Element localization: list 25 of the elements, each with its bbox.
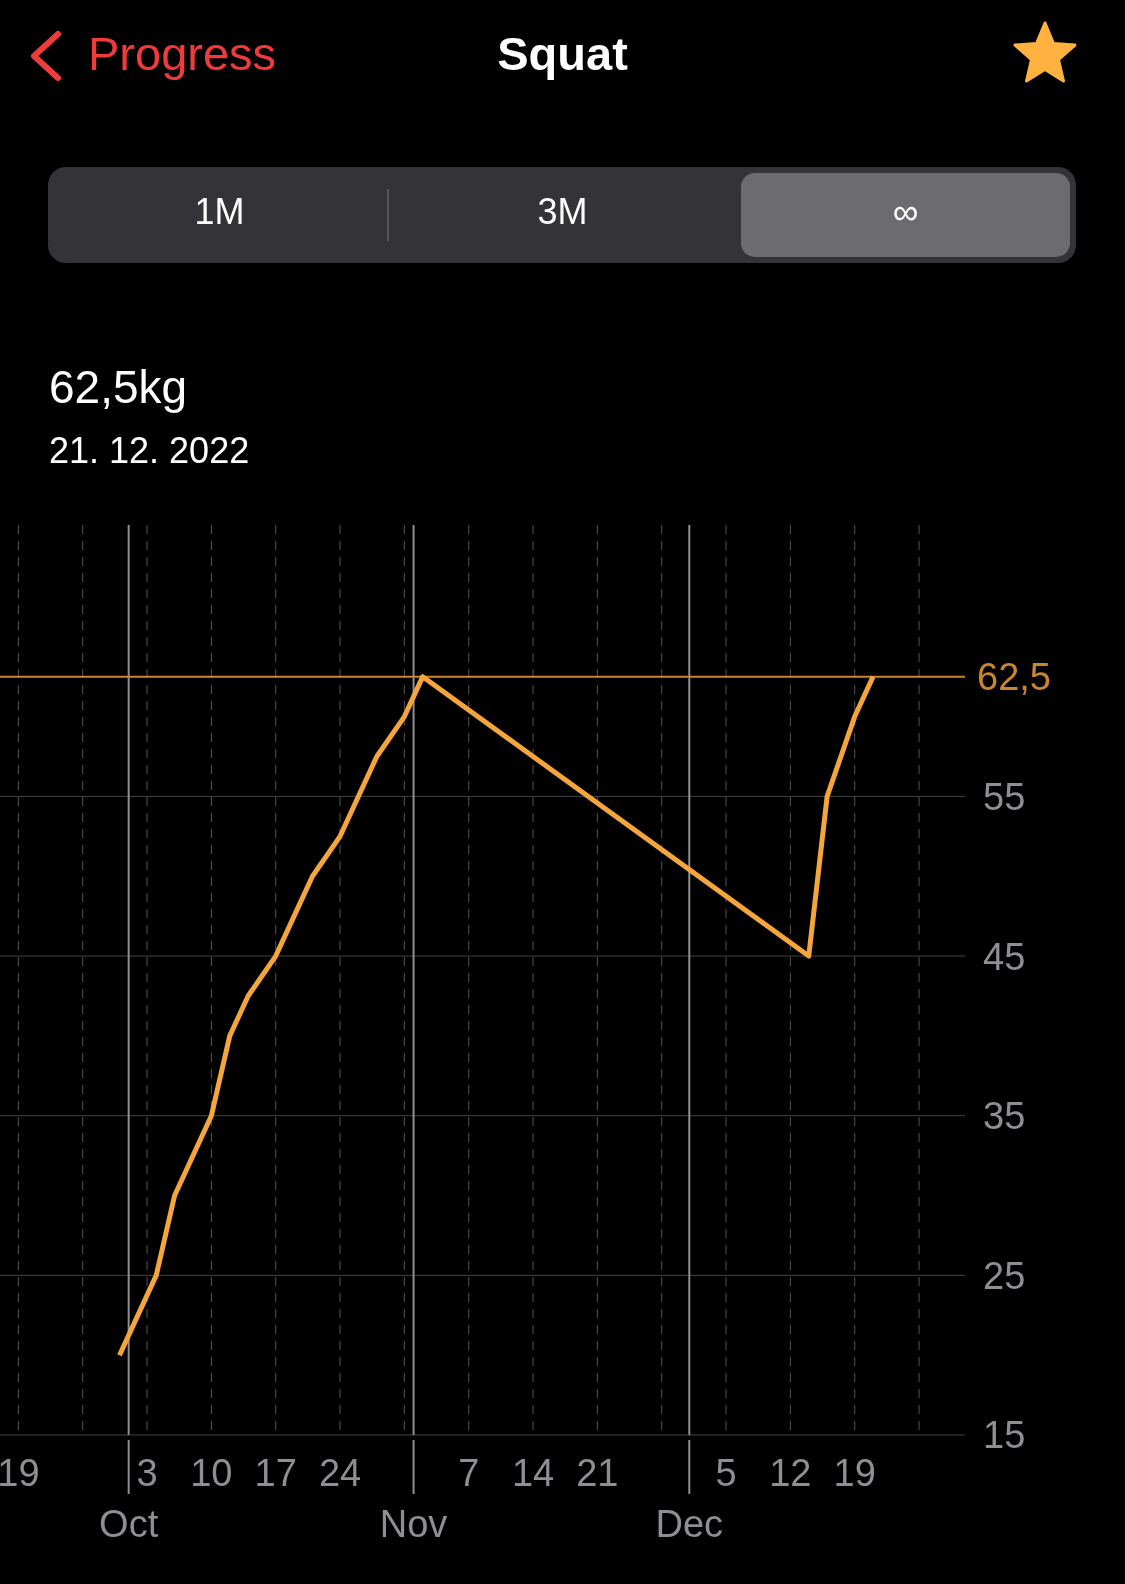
text: 62,5kg bbox=[49, 360, 188, 414]
x2-tick-label: Dec bbox=[655, 1503, 724, 1546]
x-tick-label: 14 bbox=[511, 1451, 555, 1494]
x-tick-label: 24 bbox=[318, 1451, 362, 1494]
x-tick-label: 19 bbox=[0, 1451, 40, 1494]
x-tick-label: 21 bbox=[576, 1451, 619, 1494]
x2-tick-label: Nov bbox=[379, 1503, 448, 1546]
y-tick-label: 35 bbox=[983, 1095, 1026, 1138]
x2-tick-label: Oct bbox=[99, 1503, 159, 1546]
ref-line-label: 62,5 bbox=[977, 656, 1051, 699]
chart-title: Squat bbox=[497, 27, 628, 80]
x-tick-label: 12 bbox=[769, 1451, 812, 1494]
y-tick-label: 45 bbox=[983, 935, 1026, 978]
x-tick-label: 19 bbox=[833, 1451, 876, 1494]
x-tick-label: 17 bbox=[254, 1451, 297, 1494]
y-tick-label: 15 bbox=[983, 1414, 1026, 1457]
y-tick-label: 25 bbox=[983, 1254, 1026, 1297]
x-tick-label: 10 bbox=[190, 1451, 233, 1494]
x-tick-label: 3 bbox=[136, 1451, 158, 1494]
text: Progress bbox=[88, 26, 277, 81]
x-tick-label: 7 bbox=[458, 1451, 480, 1494]
text: 21. 12. 2022 bbox=[49, 430, 250, 472]
segmented-control: 1M 3M ∞ bbox=[48, 167, 1076, 263]
y-tick-label: 55 bbox=[983, 775, 1026, 818]
x-tick-label: 5 bbox=[715, 1451, 737, 1494]
